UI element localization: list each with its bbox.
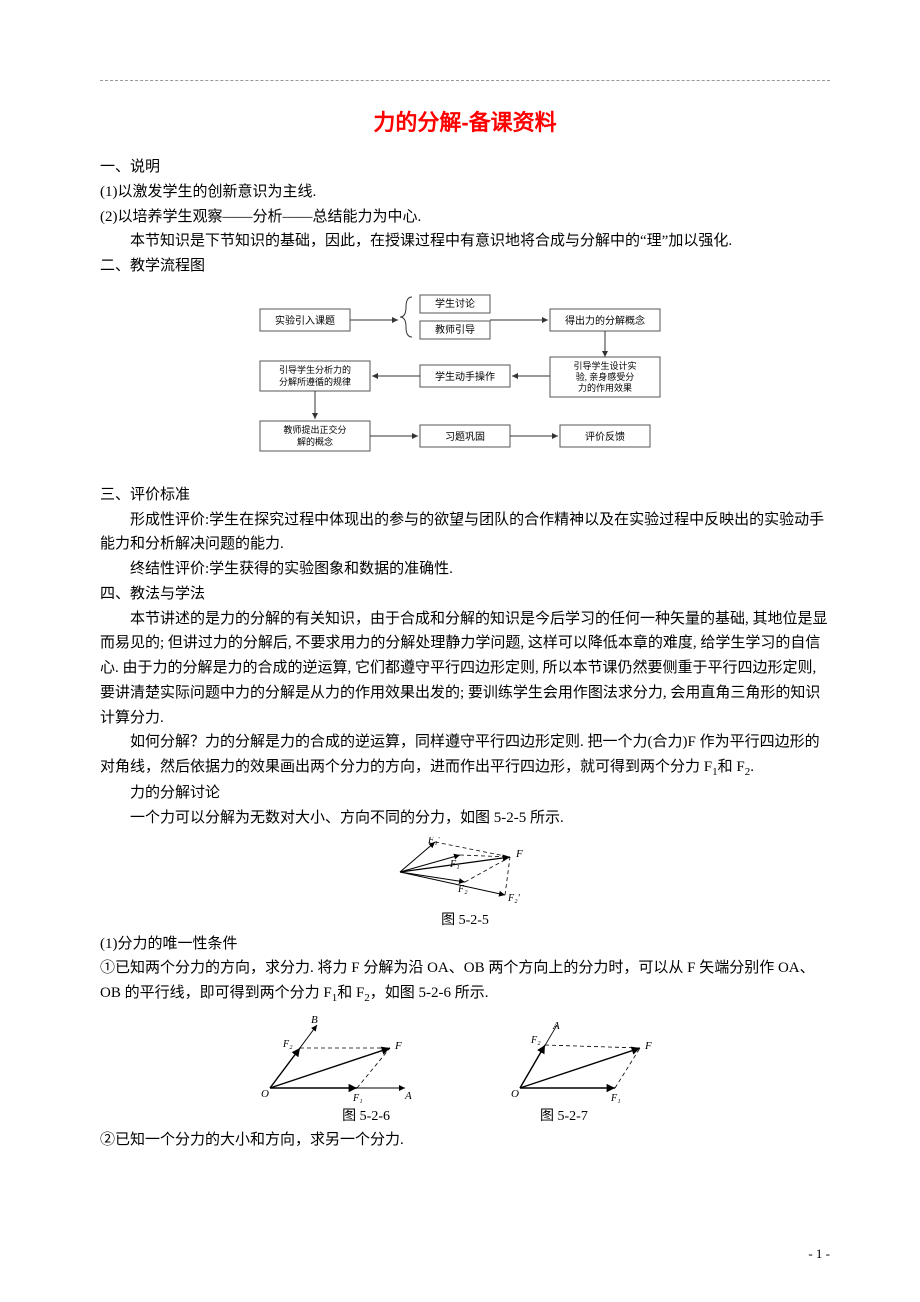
section-1-p1: (1)以激发学生的创新意识为主线. bbox=[100, 180, 830, 205]
page: 力的分解-备课资料 一、说明 (1)以激发学生的创新意识为主线. (2)以培养学… bbox=[0, 0, 920, 1302]
fig527-O: O bbox=[511, 1088, 519, 1100]
fig525-F: F bbox=[515, 848, 523, 860]
flow-node-discuss: 学生讨论 bbox=[435, 297, 475, 310]
figure-5-2-6-caption: 图 5-2-6 bbox=[342, 1105, 390, 1128]
section-5-heading: (1)分力的唯一性条件 bbox=[100, 932, 830, 957]
section-4-p3: 力的分解讨论 bbox=[100, 781, 830, 806]
fig526-A: A bbox=[404, 1090, 412, 1102]
flow-node-feedback: 评价反馈 bbox=[585, 430, 625, 443]
fig526-F2: F₂ bbox=[282, 1039, 293, 1050]
section-1-p3: 本节知识是下节知识的基础，因此，在授课过程中有意识地将合成与分解中的“理”加以强… bbox=[100, 229, 830, 254]
section-3-heading: 三、评价标准 bbox=[100, 483, 830, 508]
figure-5-2-7-caption: 图 5-2-7 bbox=[540, 1105, 588, 1128]
flow-node-analyze-2: 分解所遵循的规律 bbox=[279, 376, 351, 387]
document-body: 一、说明 (1)以激发学生的创新意识为主线. (2)以培养学生观察——分析——总… bbox=[100, 155, 830, 1153]
flow-node-design-2: 验, 亲身感受分 bbox=[576, 371, 635, 382]
figure-5-2-5-wrap: F F₁′ F₁ F₂ F₂′ bbox=[100, 837, 830, 907]
figure-pair-captions: 图 5-2-6 图 5-2-7 bbox=[100, 1105, 830, 1128]
flow-node-ortho-2: 解的概念 bbox=[297, 436, 333, 447]
document-title: 力的分解-备课资料 bbox=[100, 105, 830, 137]
flow-node-concept: 得出力的分解概念 bbox=[565, 314, 645, 327]
top-divider bbox=[100, 80, 830, 81]
fig525-F2p: F₂′ bbox=[507, 893, 521, 904]
fig525-F1: F₁ bbox=[449, 859, 460, 870]
flow-node-design-3: 力的作用效果 bbox=[578, 382, 632, 393]
flowchart: 实验引入课题 学生讨论 教师引导 得出力的分解概念 引导学生分析力的 分解所遵循… bbox=[250, 289, 680, 469]
fig526-O: O bbox=[261, 1088, 269, 1100]
s4p2-c: . bbox=[750, 759, 754, 775]
figure-5-2-7: O F F₁ F₂ A bbox=[505, 1013, 675, 1103]
flow-node-guide: 教师引导 bbox=[435, 323, 475, 336]
section-3-p1: 形成性评价:学生在探究过程中体现出的参与的欲望与团队的合作精神以及在实验过程中反… bbox=[100, 508, 830, 558]
flow-node-design-1: 引导学生设计实 bbox=[573, 360, 636, 371]
flow-node-ortho-1: 教师提出正交分 bbox=[283, 424, 346, 435]
fig526-F1: F₁ bbox=[352, 1093, 363, 1103]
s4p2-b: 和 F bbox=[718, 759, 745, 775]
section-2-heading: 二、教学流程图 bbox=[100, 254, 830, 279]
section-4-heading: 四、教法与学法 bbox=[100, 582, 830, 607]
figure-pair-wrap: O A B F F₁ F₂ bbox=[100, 1013, 830, 1103]
figure-5-2-5-caption: 图 5-2-5 bbox=[100, 909, 830, 932]
fig527-F: F bbox=[644, 1040, 652, 1052]
flow-node-intro: 实验引入课题 bbox=[275, 314, 335, 327]
section-4-p1: 本节讲述的是力的分解的有关知识，由于合成和分解的知识是今后学习的任何一种矢量的基… bbox=[100, 607, 830, 731]
flow-node-analyze-1: 引导学生分析力的 bbox=[279, 364, 351, 375]
section-3-p2: 终结性评价:学生获得的实验图象和数据的准确性. bbox=[100, 557, 830, 582]
figure-5-2-5: F F₁′ F₁ F₂ F₂′ bbox=[380, 837, 550, 907]
flowchart-wrap: 实验引入课题 学生讨论 教师引导 得出力的分解概念 引导学生分析力的 分解所遵循… bbox=[100, 289, 830, 469]
fig527-F2: F₂ bbox=[530, 1035, 541, 1046]
section-5-p1: ①已知两个分力的方向，求分力. 将力 F 分解为沿 OA、OB 两个方向上的分力… bbox=[100, 956, 830, 1007]
figure-5-2-6: O A B F F₁ F₂ bbox=[255, 1013, 425, 1103]
fig526-F: F bbox=[394, 1040, 402, 1052]
page-number: - 1 - bbox=[808, 1246, 830, 1262]
s5p1-c: ，如图 5-2-6 所示. bbox=[370, 985, 489, 1001]
fig525-F1p: F₁′ bbox=[427, 837, 441, 846]
s5p1-b: 和 F bbox=[337, 985, 364, 1001]
flow-node-hands: 学生动手操作 bbox=[435, 370, 495, 383]
section-4-p4: 一个力可以分解为无数对大小、方向不同的分力，如图 5-2-5 所示. bbox=[100, 806, 830, 831]
fig526-B: B bbox=[311, 1014, 318, 1026]
section-5-p2: ②已知一个分力的大小和方向，求另一个分力. bbox=[100, 1128, 830, 1153]
section-4-p2: 如何分解？力的分解是力的合成的逆运算，同样遵守平行四边形定则. 把一个力(合力)… bbox=[100, 730, 830, 781]
section-1-heading: 一、说明 bbox=[100, 155, 830, 180]
fig527-F1: F₁ bbox=[610, 1093, 621, 1103]
flow-node-exercise: 习题巩固 bbox=[445, 431, 485, 443]
section-1-p2: (2)以培养学生观察——分析——总结能力为中心. bbox=[100, 205, 830, 230]
